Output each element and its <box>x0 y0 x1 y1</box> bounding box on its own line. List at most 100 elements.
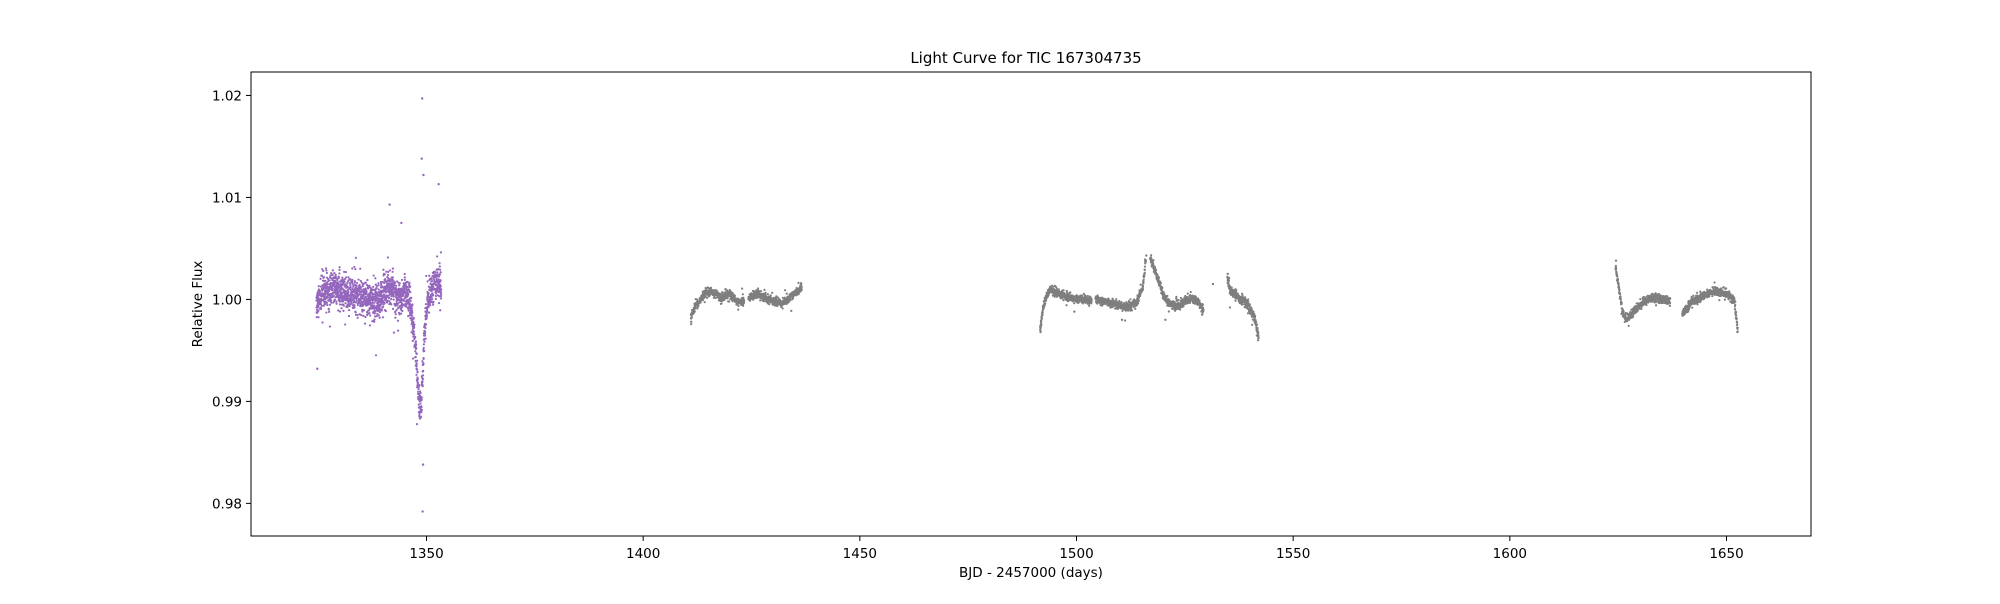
data-point <box>421 381 424 384</box>
data-point <box>377 314 380 317</box>
data-point <box>434 271 437 274</box>
data-point <box>1065 304 1068 307</box>
data-point <box>319 285 323 288</box>
data-point <box>348 282 351 285</box>
data-point <box>328 279 331 282</box>
data-point <box>395 284 398 287</box>
data-point <box>359 279 362 283</box>
data-point <box>403 303 406 306</box>
data-point <box>415 343 418 346</box>
data-point <box>423 332 427 335</box>
data-point <box>438 265 441 268</box>
data-point <box>426 280 429 283</box>
data-point <box>326 296 329 299</box>
data-point-outlier <box>420 97 424 100</box>
data-point <box>375 299 379 302</box>
data-point <box>420 408 424 412</box>
data-point <box>415 423 419 426</box>
data-point <box>1129 298 1132 301</box>
data-point <box>347 276 350 279</box>
data-point <box>317 316 320 319</box>
data-point <box>421 378 424 381</box>
data-point <box>416 359 419 362</box>
data-point <box>412 330 416 333</box>
data-point <box>1137 299 1141 303</box>
data-point <box>338 266 341 269</box>
data-point <box>1118 299 1121 303</box>
data-point <box>353 280 357 283</box>
data-point <box>426 310 429 313</box>
chart-title: Light Curve for TIC 167304735 <box>910 49 1141 67</box>
data-point <box>764 291 767 294</box>
data-point <box>439 279 442 282</box>
data-point <box>394 310 397 313</box>
data-point <box>325 301 329 305</box>
data-point <box>379 304 382 307</box>
data-point <box>1115 298 1118 301</box>
data-point <box>383 281 386 285</box>
data-point <box>1254 318 1257 322</box>
data-point <box>697 304 700 308</box>
data-point <box>335 300 338 303</box>
data-point-outlier <box>316 367 319 370</box>
data-point <box>386 273 390 277</box>
data-point <box>797 281 800 284</box>
data-point <box>376 294 379 297</box>
data-point <box>322 287 325 291</box>
data-point <box>415 373 418 376</box>
data-point <box>347 309 351 312</box>
data-point <box>388 269 391 272</box>
data-point-outlier <box>388 203 391 206</box>
data-point <box>756 287 760 290</box>
data-point <box>792 297 795 300</box>
data-point <box>326 303 329 307</box>
data-point <box>1159 284 1162 287</box>
series-1 <box>689 254 1739 342</box>
data-point <box>353 265 356 269</box>
data-point <box>386 301 389 304</box>
data-point <box>357 290 360 293</box>
data-point <box>375 286 378 290</box>
data-point <box>733 294 737 298</box>
data-point <box>339 300 342 303</box>
data-point <box>344 302 347 305</box>
data-point <box>345 276 348 279</box>
data-point <box>419 415 423 419</box>
data-point <box>1167 310 1170 313</box>
data-point <box>1247 298 1250 301</box>
data-point <box>404 283 407 287</box>
data-point <box>354 301 358 304</box>
data-point <box>1247 300 1250 303</box>
data-point <box>414 350 417 353</box>
data-point <box>426 308 429 311</box>
data-point <box>1614 264 1617 268</box>
data-point <box>351 287 354 290</box>
data-point <box>1618 293 1622 296</box>
data-point <box>425 323 428 326</box>
data-point <box>356 316 359 319</box>
data-point <box>1227 279 1230 282</box>
data-point <box>439 268 442 271</box>
data-point <box>422 362 425 365</box>
data-point <box>1157 276 1160 279</box>
data-point <box>374 310 377 313</box>
data-point <box>373 304 376 307</box>
data-point <box>351 296 354 299</box>
data-point <box>373 320 376 323</box>
data-point <box>362 309 366 312</box>
data-point <box>721 292 724 295</box>
data-point <box>355 281 359 285</box>
data-point <box>415 363 418 366</box>
data-point <box>414 340 418 343</box>
data-point <box>383 273 386 276</box>
data-point <box>353 304 356 308</box>
data-point <box>1186 292 1189 295</box>
data-point <box>403 276 406 279</box>
data-point <box>1189 290 1192 294</box>
data-point <box>1617 284 1620 288</box>
data-point <box>390 289 394 292</box>
data-point-outlier <box>422 173 425 177</box>
data-point <box>410 305 413 308</box>
data-point <box>372 288 375 291</box>
